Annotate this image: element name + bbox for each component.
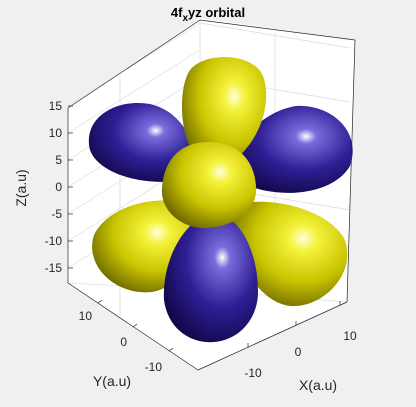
x-tick-labels: -10 0 10	[244, 329, 357, 380]
y-tick-label: 0	[120, 335, 127, 349]
lobe-negative-upper-right	[229, 105, 353, 193]
x-axis-label: X(a.u)	[299, 377, 337, 393]
axes-box	[67, 19, 356, 371]
z-tick-label: 15	[49, 99, 63, 113]
x-tick-label: -10	[244, 366, 262, 380]
z-tick-label: 10	[49, 126, 63, 140]
z-tick-label: 5	[55, 153, 62, 167]
z-tick-label: -10	[45, 234, 63, 248]
chart-title: 4fxyz orbital	[171, 5, 245, 24]
orbital-lobes	[88, 56, 353, 343]
title-rest: yz orbital	[188, 5, 245, 20]
x-tick-label: 10	[343, 329, 357, 343]
title-subscript: x	[182, 13, 188, 24]
y-tick-label: 10	[79, 309, 93, 323]
tick-marks	[68, 105, 341, 352]
lobe-positive-upper-center	[181, 56, 267, 171]
lobe-positive-lower-right	[231, 201, 348, 307]
x-tick-label: 0	[295, 345, 302, 359]
z-tick-labels: 15 10 5 0 -5 -10 -15	[45, 99, 63, 275]
z-tick-label: 0	[55, 180, 62, 194]
y-tick-labels: 10 0 -10	[79, 309, 163, 374]
lobe-positive-front-center	[161, 142, 257, 229]
y-tick-label: -10	[145, 360, 163, 374]
title-main: 4f	[171, 5, 183, 20]
y-axis-label: Y(a.u)	[93, 373, 131, 389]
z-tick-label: -5	[51, 207, 62, 221]
z-tick-label: -15	[45, 261, 63, 275]
z-axis-label: Z(a.u)	[13, 169, 29, 206]
lobe-negative-lower-center	[163, 212, 258, 343]
